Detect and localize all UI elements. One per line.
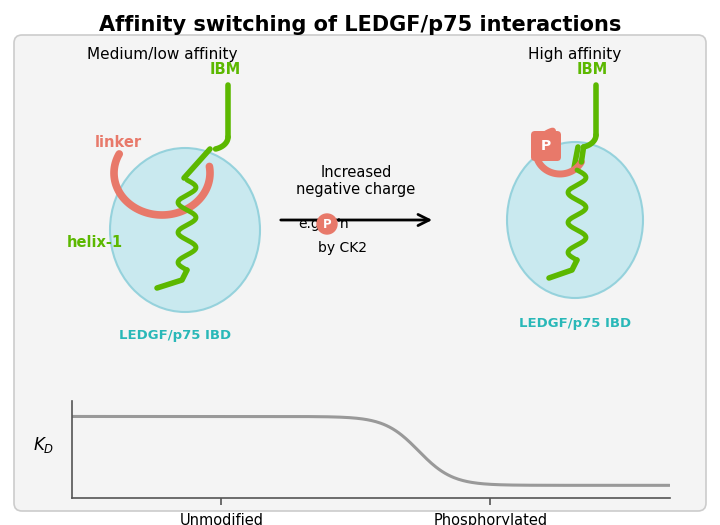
Text: P: P bbox=[541, 139, 551, 153]
Text: 'n: 'n bbox=[337, 217, 350, 231]
Text: High affinity: High affinity bbox=[528, 47, 621, 62]
Text: Unmodified: Unmodified bbox=[179, 513, 264, 525]
Text: LEDGF/p75 IBD: LEDGF/p75 IBD bbox=[119, 329, 231, 342]
Text: Medium/low affinity: Medium/low affinity bbox=[86, 47, 238, 62]
Text: e.g.: e.g. bbox=[298, 217, 324, 231]
FancyBboxPatch shape bbox=[531, 131, 561, 161]
Text: Phosphorylated: Phosphorylated bbox=[433, 513, 547, 525]
Ellipse shape bbox=[110, 148, 260, 312]
Text: $K_D$: $K_D$ bbox=[33, 435, 54, 455]
FancyBboxPatch shape bbox=[14, 35, 706, 511]
Text: negative charge: negative charge bbox=[297, 182, 415, 197]
Text: linker: linker bbox=[94, 135, 142, 150]
Text: IBM: IBM bbox=[577, 62, 608, 77]
Text: by CK2: by CK2 bbox=[318, 241, 367, 255]
Circle shape bbox=[317, 214, 337, 234]
Text: helix-1: helix-1 bbox=[67, 235, 123, 250]
Text: LEDGF/p75 IBD: LEDGF/p75 IBD bbox=[519, 317, 631, 330]
Text: IBM: IBM bbox=[210, 62, 240, 77]
Ellipse shape bbox=[507, 142, 643, 298]
Text: Affinity switching of LEDGF/p75 interactions: Affinity switching of LEDGF/p75 interact… bbox=[99, 15, 621, 35]
Text: Increased: Increased bbox=[320, 165, 392, 180]
Text: P: P bbox=[323, 217, 331, 230]
